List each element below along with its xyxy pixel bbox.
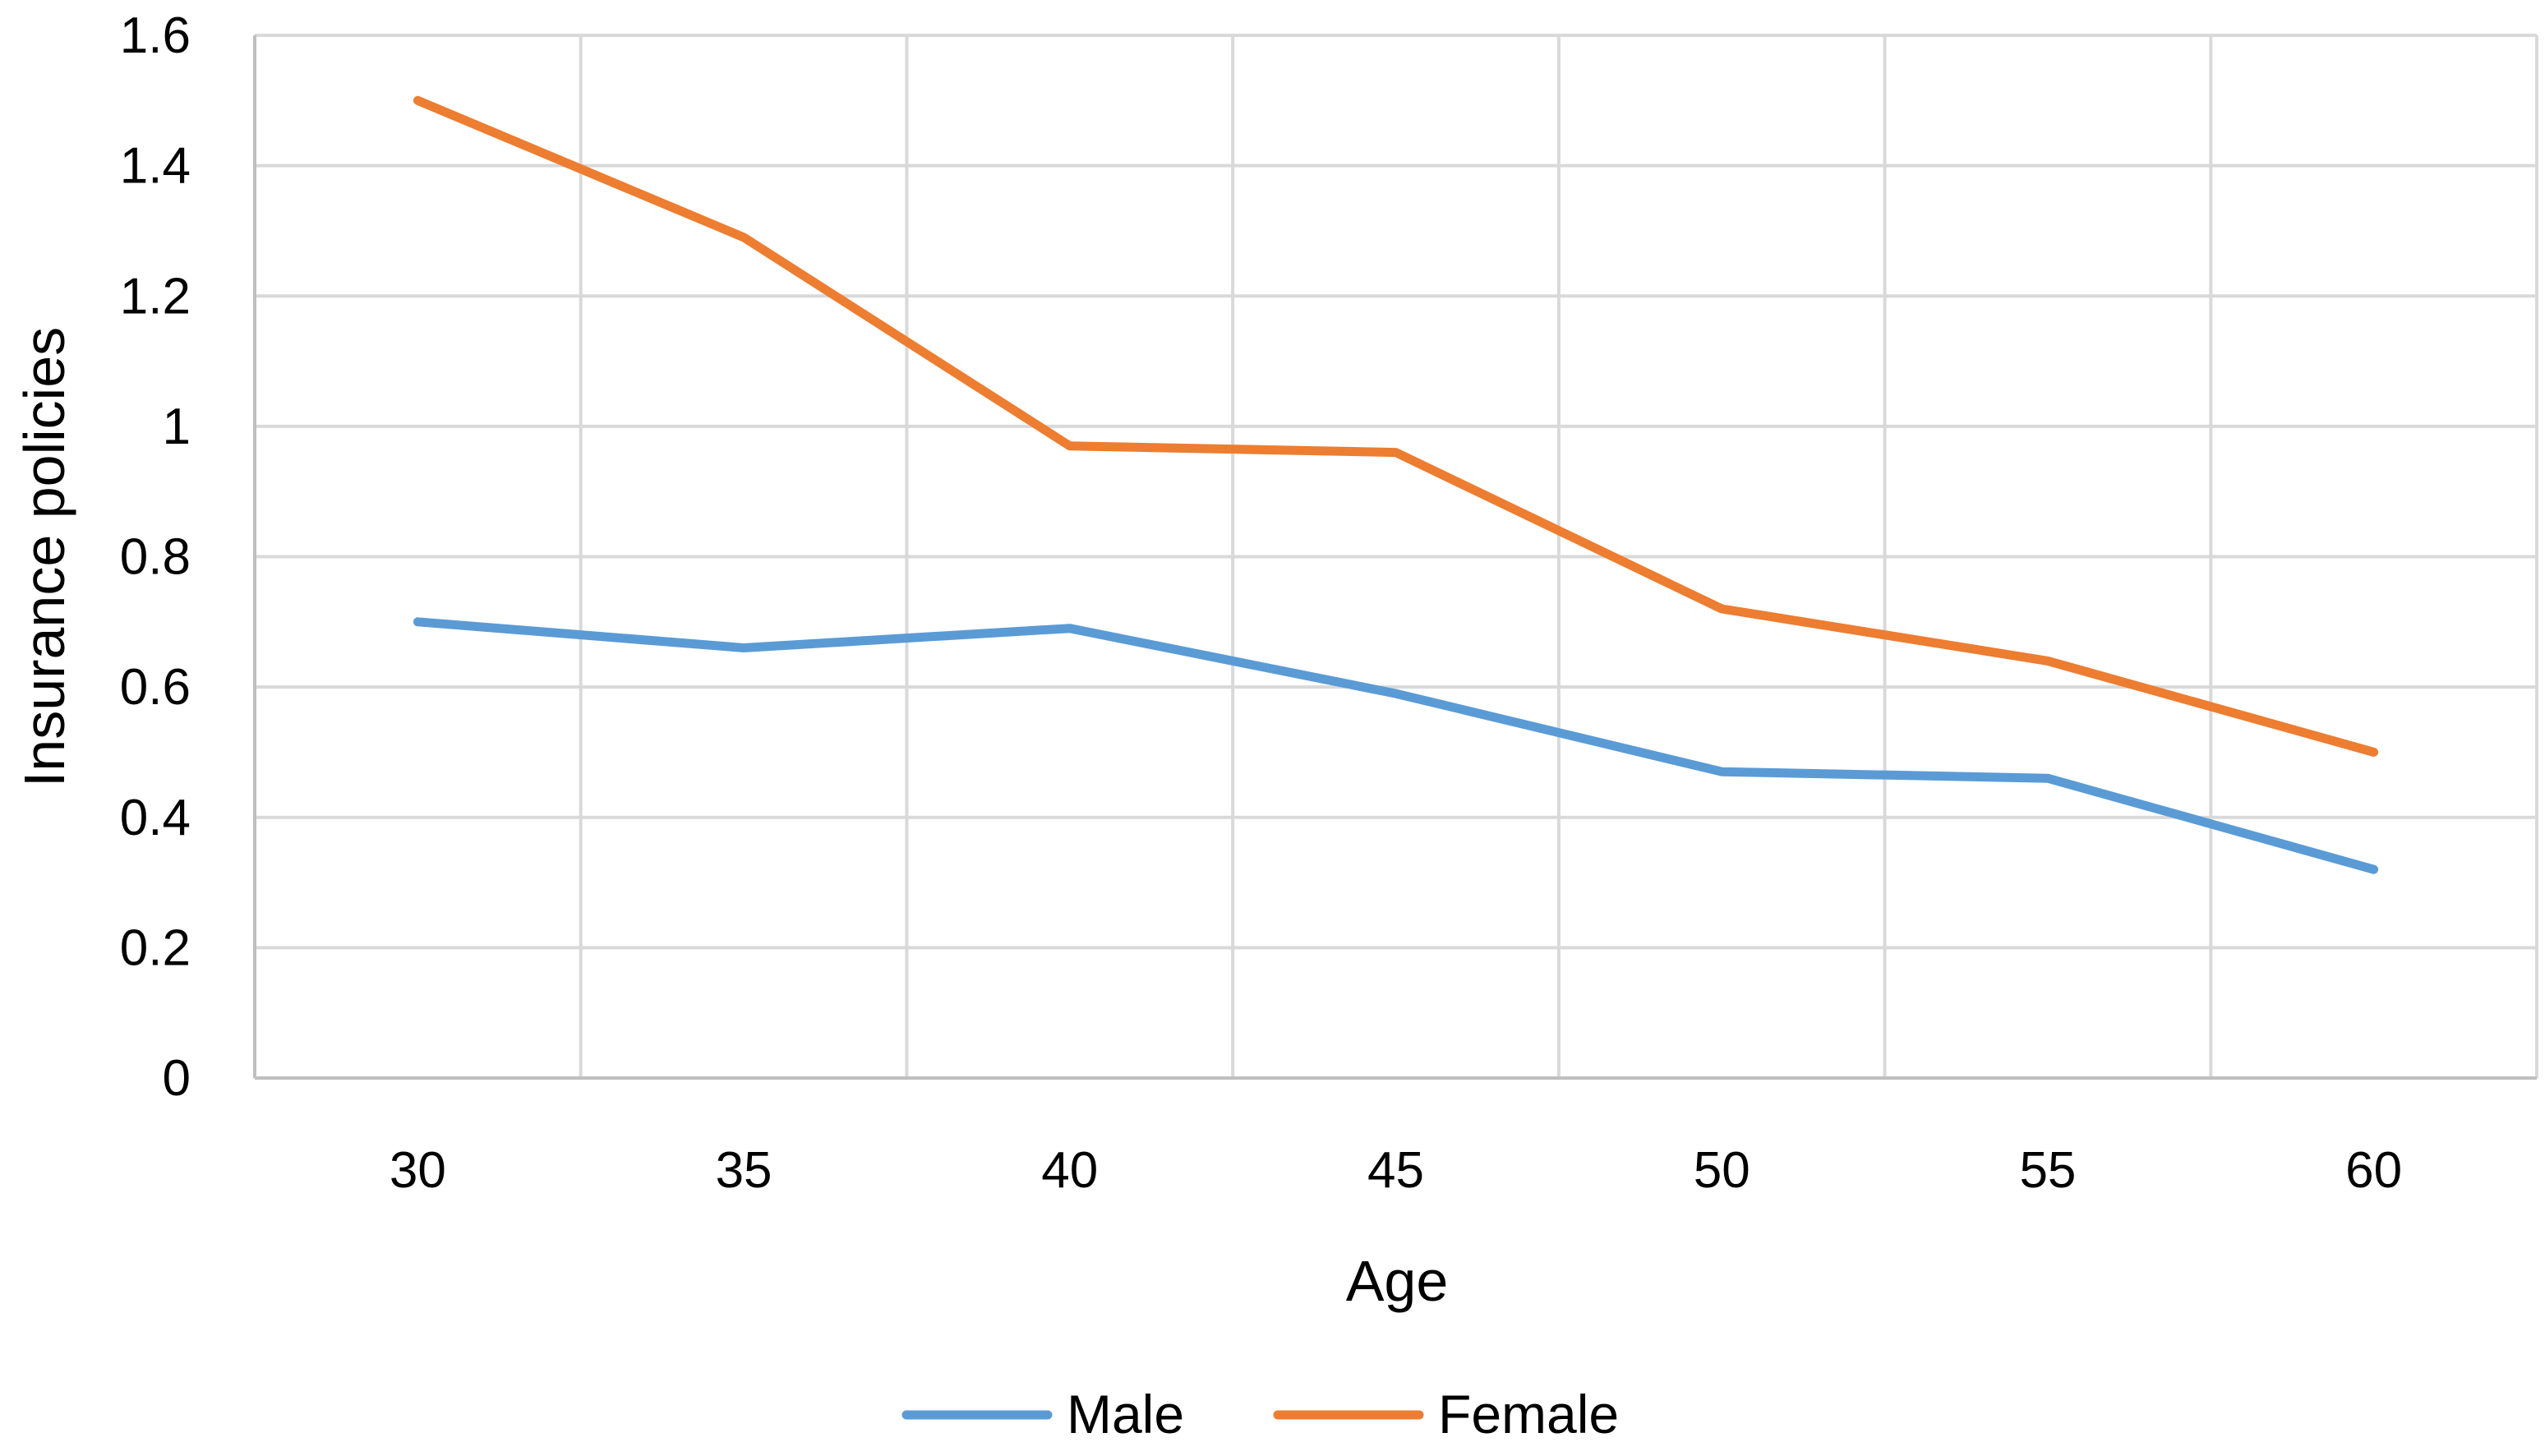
y-tick-label: 1 (163, 399, 191, 455)
legend-label-male: Male (1067, 1384, 1184, 1444)
x-tick-label: 45 (1367, 1142, 1424, 1199)
legend: Male Female (901, 1384, 1619, 1444)
y-axis-title: Insurance policies (12, 327, 76, 787)
y-tick-label: 1.4 (120, 138, 191, 195)
x-tick-label: 30 (390, 1142, 446, 1199)
x-tick-label: 50 (1694, 1142, 1750, 1199)
x-axis-title: Age (1346, 1249, 1449, 1313)
legend-label-female: Female (1438, 1384, 1619, 1444)
x-tick-label: 55 (2019, 1142, 2076, 1199)
axes (253, 35, 2537, 1080)
gridlines (253, 34, 2538, 1078)
y-tick-label: 1.2 (120, 268, 191, 325)
tick-labels: 0 0.2 0.4 0.6 0.8 1 1.2 1.4 1.6 30 35 40 45 50 55 60 (120, 7, 2402, 1199)
series-lines (413, 95, 2379, 874)
y-tick-label: 0.4 (120, 790, 191, 846)
x-tick-label: 35 (716, 1142, 772, 1199)
series-line-male (413, 617, 2379, 874)
y-tick-label: 0.2 (120, 919, 191, 976)
y-tick-label: 0.8 (120, 529, 191, 586)
x-tick-label: 40 (1041, 1142, 1098, 1199)
x-tick-label: 60 (2345, 1142, 2402, 1199)
y-tick-label: 1.6 (120, 7, 191, 64)
y-tick-label: 0.6 (120, 659, 191, 716)
series-line-female (413, 95, 2379, 757)
y-tick-label: 0 (163, 1050, 191, 1107)
